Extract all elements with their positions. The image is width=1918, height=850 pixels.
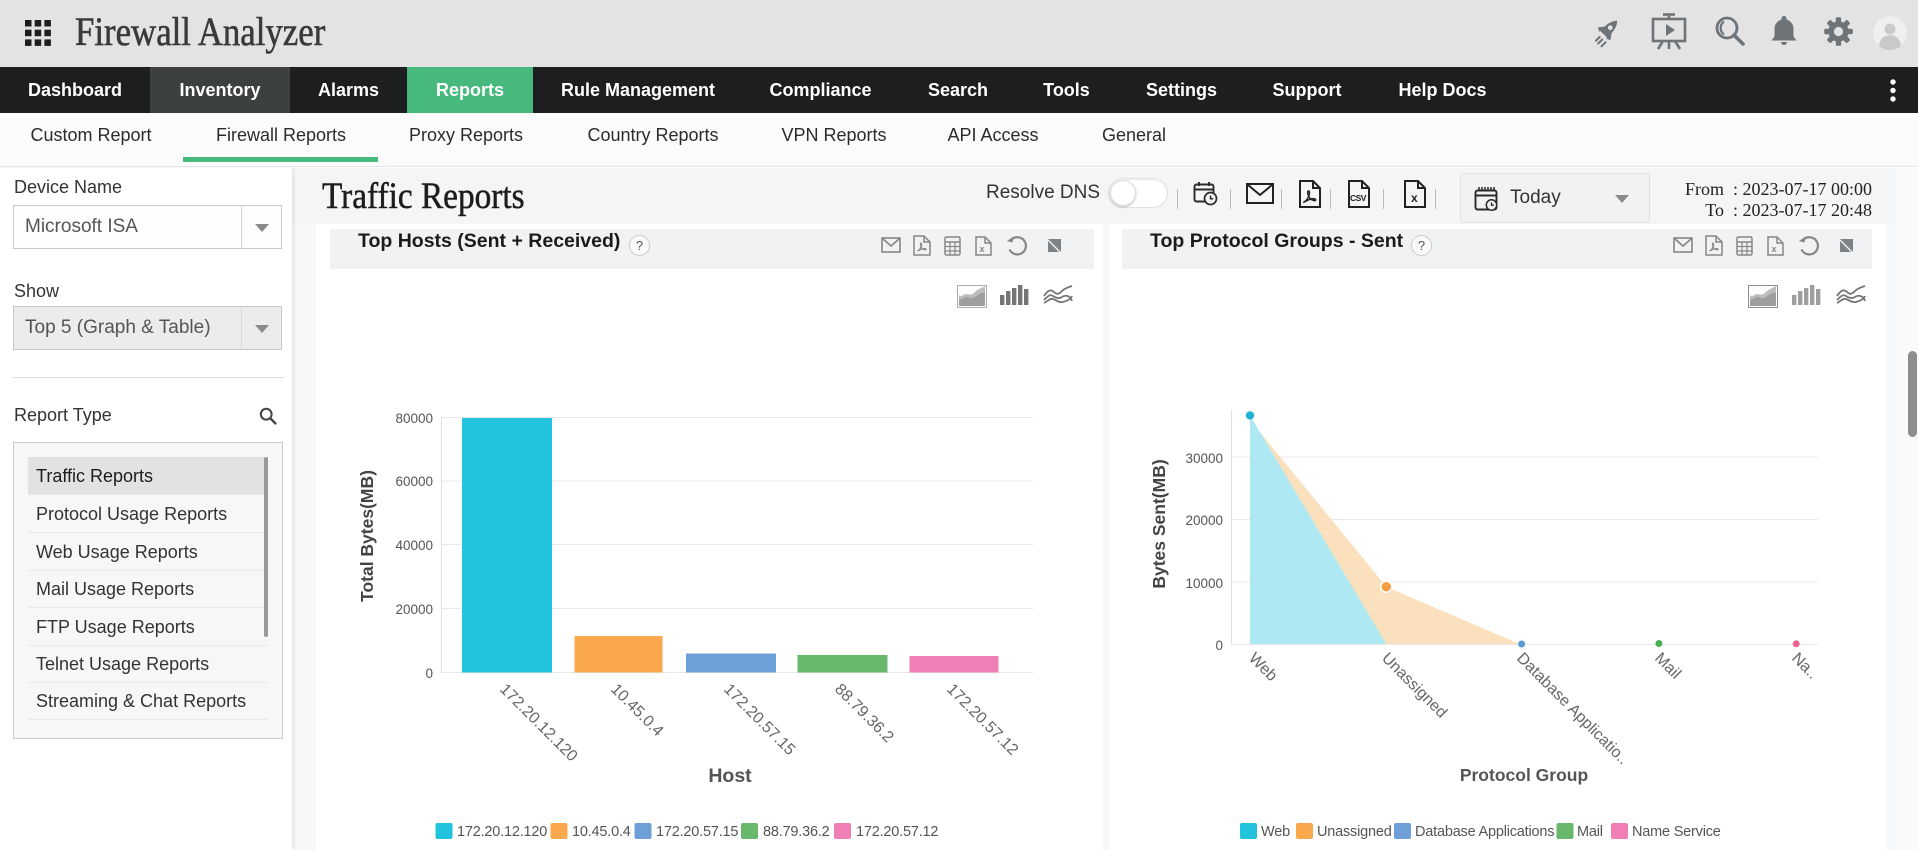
svg-text:60000: 60000 [395,474,433,489]
svg-text:Protocol Group: Protocol Group [1460,765,1588,785]
svg-text:172.20.12.120: 172.20.12.120 [496,681,580,765]
svg-text:Web: Web [1245,650,1280,685]
svg-text:Unassigned: Unassigned [1378,650,1450,722]
svg-text:Total Bytes(MB): Total Bytes(MB) [357,470,377,602]
svg-text:172.20.57.12: 172.20.57.12 [943,681,1021,759]
svg-text:Mail: Mail [1577,824,1603,840]
svg-text:Na..: Na.. [1788,650,1821,683]
svg-text:0: 0 [1215,638,1223,653]
svg-text:88.79.36.2: 88.79.36.2 [831,681,897,747]
svg-text:172.20.12.120: 172.20.12.120 [457,824,547,840]
svg-text:20000: 20000 [1185,513,1223,528]
svg-text:172.20.57.15: 172.20.57.15 [720,681,798,759]
svg-text:Bytes Sent(MB): Bytes Sent(MB) [1149,459,1169,588]
svg-text:Database Applicatio..: Database Applicatio.. [1513,650,1631,768]
svg-text:10.45.0.4: 10.45.0.4 [607,681,666,740]
svg-text:Host: Host [708,765,752,787]
svg-text:x: x [980,244,985,254]
svg-text:88.79.36.2: 88.79.36.2 [763,824,830,840]
svg-text:Mail: Mail [1651,650,1684,683]
svg-text:80000: 80000 [395,411,433,426]
svg-text:10000: 10000 [1185,576,1223,591]
svg-text:30000: 30000 [1185,451,1223,466]
svg-text:Unassigned: Unassigned [1317,824,1392,840]
svg-text:172.20.57.15: 172.20.57.15 [656,824,738,840]
svg-text:Name Service: Name Service [1632,824,1721,840]
svg-text:20000: 20000 [395,602,433,617]
svg-text:0: 0 [425,666,433,681]
svg-text:40000: 40000 [395,538,433,553]
svg-text:CSV: CSV [1350,193,1367,203]
svg-text:x: x [1411,191,1418,205]
svg-text:x: x [1772,244,1777,254]
svg-text:Database Applications: Database Applications [1415,824,1554,840]
svg-text:Web: Web [1261,824,1290,840]
svg-text:10.45.0.4: 10.45.0.4 [572,824,631,840]
svg-text:172.20.57.12: 172.20.57.12 [856,824,938,840]
